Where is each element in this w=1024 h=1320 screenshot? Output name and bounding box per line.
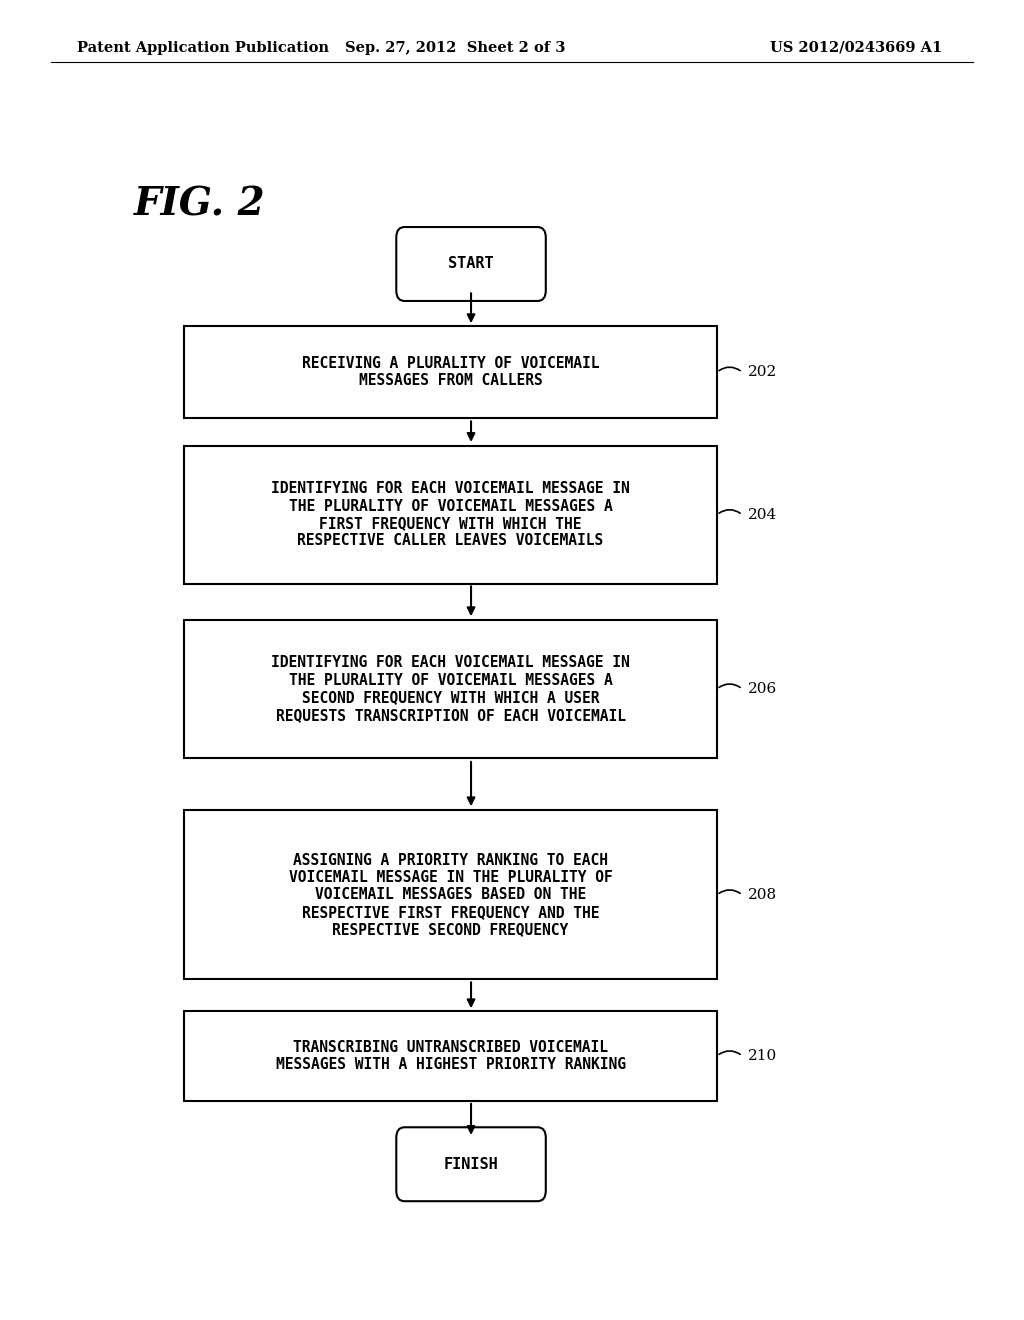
FancyBboxPatch shape	[396, 1127, 546, 1201]
Text: RECEIVING A PLURALITY OF VOICEMAIL
MESSAGES FROM CALLERS: RECEIVING A PLURALITY OF VOICEMAIL MESSA…	[302, 356, 599, 388]
Text: 208: 208	[748, 888, 776, 902]
Text: FINISH: FINISH	[443, 1156, 499, 1172]
FancyBboxPatch shape	[396, 227, 546, 301]
Text: 204: 204	[748, 508, 777, 521]
Text: START: START	[449, 256, 494, 272]
Text: 202: 202	[748, 366, 777, 379]
Text: Sep. 27, 2012  Sheet 2 of 3: Sep. 27, 2012 Sheet 2 of 3	[345, 41, 566, 54]
Bar	[184, 326, 717, 418]
Text: US 2012/0243669 A1: US 2012/0243669 A1	[770, 41, 942, 54]
Text: Patent Application Publication: Patent Application Publication	[77, 41, 329, 54]
Text: TRANSCRIBING UNTRANSCRIBED VOICEMAIL
MESSAGES WITH A HIGHEST PRIORITY RANKING: TRANSCRIBING UNTRANSCRIBED VOICEMAIL MES…	[275, 1040, 626, 1072]
Bar	[184, 1011, 717, 1101]
Bar	[184, 810, 717, 979]
Text: 210: 210	[748, 1049, 777, 1063]
Bar	[184, 446, 717, 583]
Text: IDENTIFYING FOR EACH VOICEMAIL MESSAGE IN
THE PLURALITY OF VOICEMAIL MESSAGES A
: IDENTIFYING FOR EACH VOICEMAIL MESSAGE I…	[271, 482, 630, 548]
Text: 206: 206	[748, 682, 777, 696]
Text: IDENTIFYING FOR EACH VOICEMAIL MESSAGE IN
THE PLURALITY OF VOICEMAIL MESSAGES A
: IDENTIFYING FOR EACH VOICEMAIL MESSAGE I…	[271, 656, 630, 722]
Bar	[184, 620, 717, 758]
Text: FIG. 2: FIG. 2	[134, 186, 265, 223]
Text: ASSIGNING A PRIORITY RANKING TO EACH
VOICEMAIL MESSAGE IN THE PLURALITY OF
VOICE: ASSIGNING A PRIORITY RANKING TO EACH VOI…	[289, 853, 612, 937]
